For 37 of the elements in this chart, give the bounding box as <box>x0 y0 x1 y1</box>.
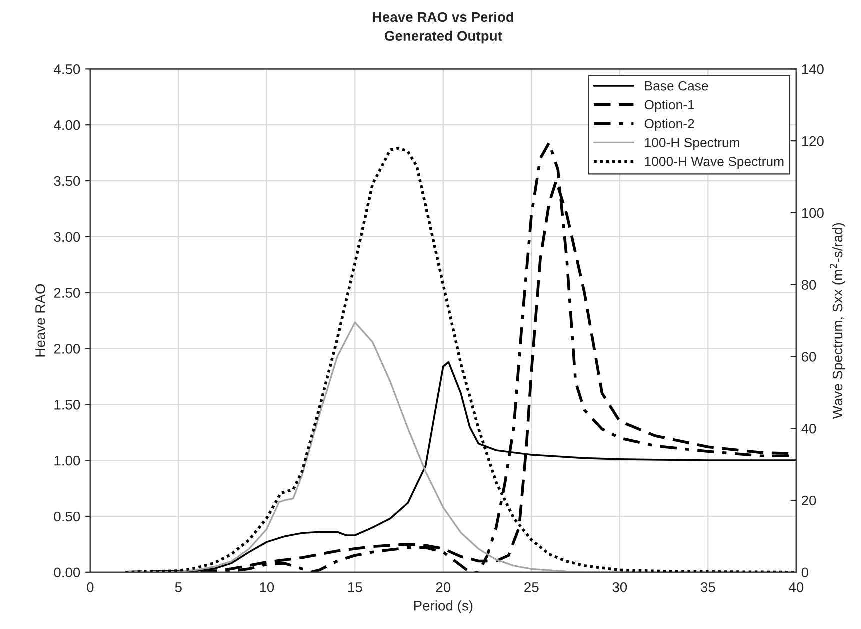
y-tick-label: 1.50 <box>54 400 80 410</box>
y2-tick-label: 100 <box>802 208 824 218</box>
chart-subtitle: Generated Output <box>384 30 502 44</box>
x-tick-label: 30 <box>612 582 628 592</box>
y-tick-label: 0.00 <box>54 568 80 578</box>
y-tick-label: 2.00 <box>54 344 80 354</box>
y2-tick-label: 60 <box>802 352 816 362</box>
y-tick-label: 4.50 <box>54 64 80 74</box>
y-tick-label: 1.00 <box>54 456 80 466</box>
y-tick-label: 4.00 <box>54 120 80 130</box>
y2-axis-title: Wave Spectrum, Sxx (m$^{2}$-s/rad) <box>830 223 846 420</box>
legend-label: 100-H Spectrum <box>645 138 740 150</box>
y2-tick-label: 120 <box>802 136 824 146</box>
chart-title: Heave RAO vs Period <box>373 12 514 22</box>
x-tick-label: 20 <box>436 582 451 592</box>
x-tick-label: 10 <box>260 582 274 592</box>
x-tick-label: 15 <box>348 582 362 592</box>
y2-tick-label: 20 <box>802 496 816 506</box>
x-tick-label: 35 <box>700 582 716 592</box>
y2-tick-label: 140 <box>802 64 824 74</box>
x-tick-label: 25 <box>524 582 539 592</box>
y2-tick-label: 80 <box>802 280 816 290</box>
x-tick-label: 5 <box>175 582 182 592</box>
y-tick-label: 0.50 <box>54 512 80 522</box>
y-tick-label: 2.50 <box>54 288 80 298</box>
x-axis-title: Period (s) <box>414 600 473 614</box>
legend-label: 1000-H Wave Spectrum <box>645 157 784 169</box>
y2-tick-label: 40 <box>802 424 816 434</box>
legend-label: Option-2 <box>644 118 694 132</box>
y-axis-title: Heave RAO <box>36 284 46 357</box>
x-tick-label: 40 <box>789 582 804 592</box>
legend-label: Option-1 <box>644 100 694 112</box>
y-tick-label: 3.00 <box>54 232 80 242</box>
y-tick-label: 3.50 <box>54 176 80 186</box>
y2-tick-label: 0 <box>802 568 808 578</box>
x-tick-label: 0 <box>87 582 94 592</box>
legend-label: Base Case <box>645 81 708 91</box>
